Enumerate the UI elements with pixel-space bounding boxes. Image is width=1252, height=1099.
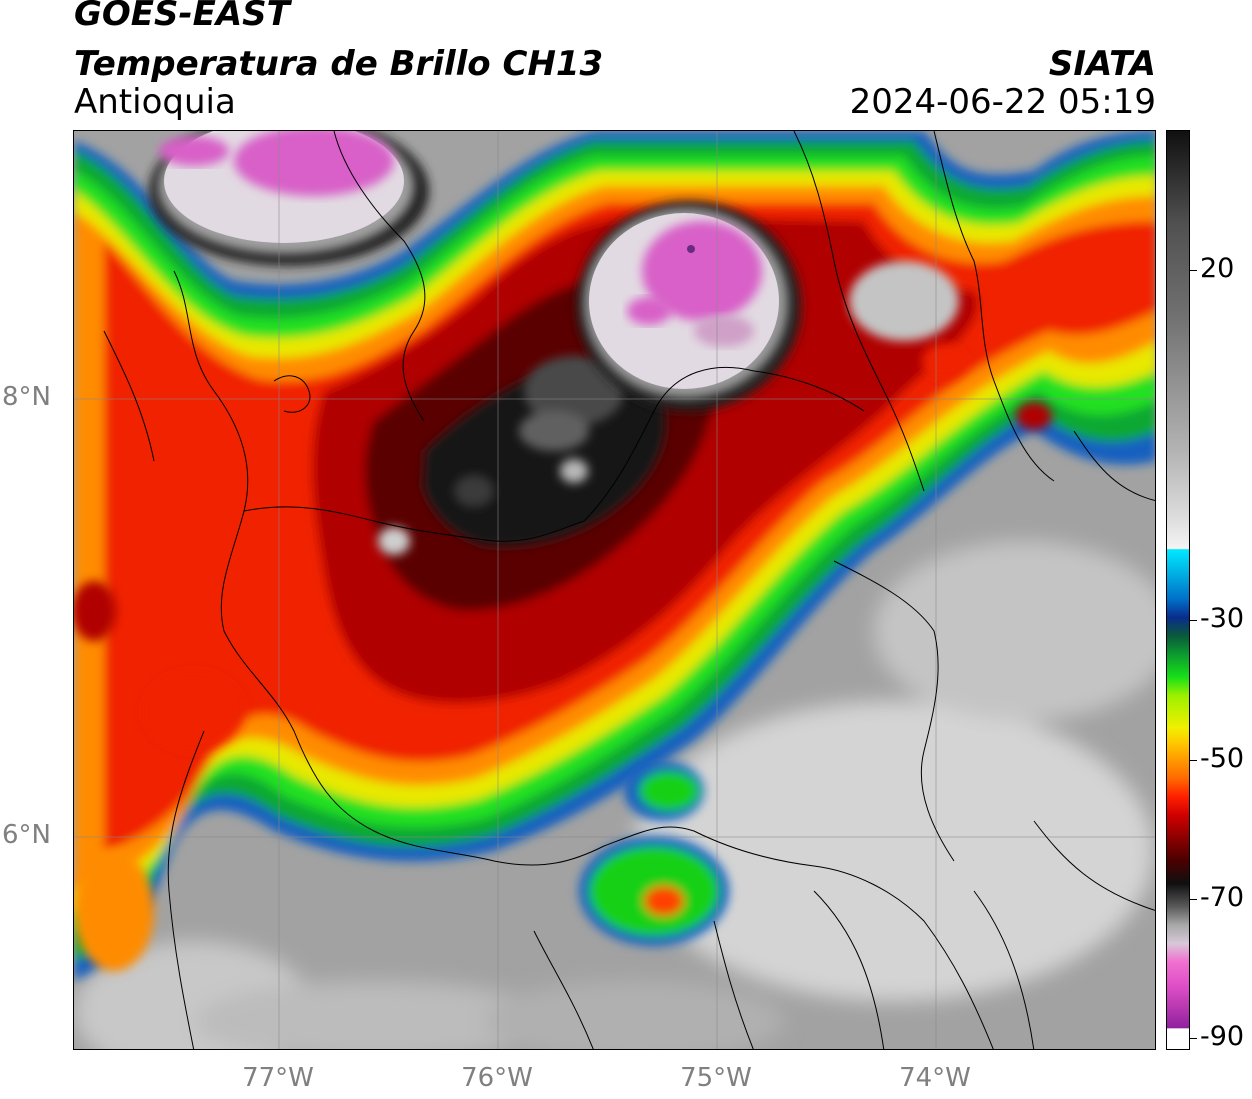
brightness-temperature-image: [74, 131, 1155, 1049]
colorbar-label-minus70: -70: [1200, 882, 1245, 913]
lon-label-74w: 74°W: [899, 1063, 971, 1093]
gridlines: [74, 131, 1155, 1049]
lon-label-75w: 75°W: [680, 1063, 752, 1093]
satellite-map: [73, 130, 1156, 1050]
lon-label-76w: 76°W: [461, 1063, 533, 1093]
colorbar-tick: [1190, 760, 1197, 761]
colorbar-tick: [1190, 1038, 1197, 1039]
colorbar-label-minus50: -50: [1200, 743, 1245, 774]
cold-core-detail: [378, 356, 624, 555]
political-boundaries: [103, 131, 1155, 1049]
colorbar: [1166, 130, 1190, 1050]
product-title: Temperatura de Brillo CH13: [74, 44, 604, 84]
region-label: Antioquia: [74, 82, 236, 122]
colorbar-label-minus90: -90: [1200, 1021, 1245, 1052]
colorbar-tick: [1190, 270, 1197, 271]
lat-label-8n: 8°N: [2, 382, 51, 412]
clear-patch: [849, 261, 959, 341]
lon-label-77w: 77°W: [242, 1063, 314, 1093]
satellite-title: GOES-EAST: [74, 0, 290, 34]
colorbar-label-20: 20: [1200, 253, 1235, 284]
colorbar-tick: [1190, 899, 1197, 900]
secondary-cells: [74, 343, 1052, 971]
overshooting-top-north: [577, 201, 801, 411]
colorbar-tick: [1190, 620, 1197, 621]
colorbar-label-minus30: -30: [1200, 603, 1245, 634]
agency-label: SIATA: [1048, 44, 1156, 84]
datetime-label: 2024-06-22 05:19: [849, 82, 1156, 122]
lat-label-6n: 6°N: [2, 820, 51, 850]
